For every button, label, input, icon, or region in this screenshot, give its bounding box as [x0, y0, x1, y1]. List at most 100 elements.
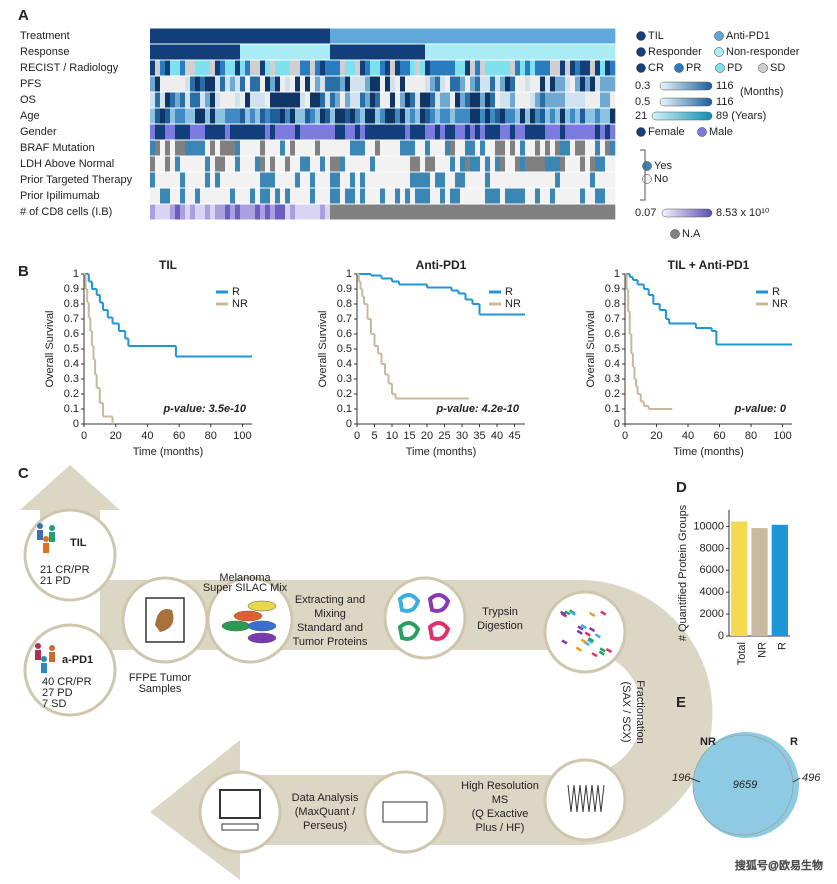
x-tick-label: 0: [81, 430, 87, 442]
heatmap-cell: [190, 60, 196, 76]
heatmap-cell: [530, 188, 536, 204]
heatmap-cell: [200, 124, 206, 140]
heatmap-cell: [515, 124, 521, 140]
heatmap-cell: [275, 60, 281, 76]
bar: [731, 521, 748, 636]
monitor: [219, 789, 261, 819]
cohort-line: 21 PD: [40, 575, 71, 587]
heatmap-cell: [255, 76, 261, 92]
heatmap-cell: [420, 44, 426, 60]
step-label: Digestion: [477, 620, 523, 632]
y-tick-label: 4000: [700, 586, 724, 598]
heatmap-cell: [280, 156, 286, 172]
heatmap-cell: [160, 76, 166, 92]
heatmap-cell: [350, 124, 356, 140]
heatmap-cell: [360, 76, 366, 92]
heatmap-cell: [600, 44, 606, 60]
heatmap-cell: [415, 28, 421, 44]
heatmap-cell: [510, 172, 516, 188]
heatmap-cell: [515, 172, 521, 188]
peptide: [599, 647, 606, 653]
heatmap-cell: [370, 188, 376, 204]
heatmap-cell: [375, 188, 381, 204]
heatmap-cell: [460, 156, 466, 172]
y-tick-label: 0: [346, 418, 352, 430]
heatmap-cell: [500, 204, 506, 220]
heatmap-cell: [365, 44, 371, 60]
heatmap-cell: [585, 204, 591, 220]
heatmap-cell: [595, 188, 601, 204]
heatmap-cell: [545, 140, 551, 156]
heatmap-cell: [610, 60, 616, 76]
heatmap-cell: [375, 92, 381, 108]
heatmap-cell: [345, 188, 351, 204]
heatmap-cell: [205, 76, 211, 92]
heatmap-cell: [490, 44, 496, 60]
heatmap-cell: [375, 156, 381, 172]
venn-pointer: [792, 777, 801, 783]
heatmap-cell: [555, 28, 561, 44]
heatmap-cell: [420, 172, 426, 188]
heatmap-cell: [485, 44, 491, 60]
heatmap-cell: [550, 124, 556, 140]
heatmap-cell: [175, 188, 181, 204]
heatmap-cell: [155, 140, 161, 156]
heatmap-cell: [390, 156, 396, 172]
step-label: Data Analysis: [292, 792, 359, 804]
annotation: p-value: 3.5e-10: [162, 403, 246, 415]
heatmap-cell: [585, 60, 591, 76]
heatmap-cell: [255, 92, 261, 108]
heatmap-cell: [230, 156, 236, 172]
heatmap-cell: [520, 172, 526, 188]
heatmap-cell: [240, 28, 246, 44]
heatmap-cell: [500, 28, 506, 44]
step-label: Mixing: [314, 608, 346, 620]
heatmap-cell: [535, 188, 541, 204]
heatmap-cell: [525, 28, 531, 44]
heatmap-cell: [435, 172, 441, 188]
heatmap-cell: [495, 204, 501, 220]
heatmap-cell: [330, 108, 336, 124]
heatmap-cell: [445, 108, 451, 124]
heatmap-cell: [195, 60, 201, 76]
heatmap-cell: [425, 92, 431, 108]
heatmap-cell: [245, 28, 251, 44]
heatmap-cell: [155, 172, 161, 188]
step-circle: [543, 590, 627, 674]
heatmap-cell: [475, 172, 481, 188]
heatmap-cell: [425, 188, 431, 204]
legend-label: NR: [232, 298, 248, 310]
heatmap-cell: [270, 204, 276, 220]
heatmap-cell: [575, 44, 581, 60]
heatmap-cell: [565, 172, 571, 188]
legend-label: Non-responder: [726, 46, 800, 58]
heatmap-cell: [190, 188, 196, 204]
heatmap-cell: [465, 28, 471, 44]
heatmap-cell: [530, 172, 536, 188]
person-head: [35, 643, 41, 649]
heatmap-cell: [215, 44, 221, 60]
heatmap-cell: [540, 60, 546, 76]
heatmap-cell: [185, 76, 191, 92]
range-max: 116: [716, 96, 734, 108]
x-tick-label: 30: [456, 430, 468, 442]
heatmap-cell: [360, 92, 366, 108]
heatmap-cell: [440, 172, 446, 188]
heatmap-cell: [315, 60, 321, 76]
heatmap-cell: [490, 140, 496, 156]
heatmap-cell: [155, 44, 161, 60]
heatmap-cell: [440, 124, 446, 140]
heatmap-cell: [270, 124, 276, 140]
heatmap-cell: [525, 140, 531, 156]
heatmap-cell: [460, 188, 466, 204]
heatmap-cell: [320, 108, 326, 124]
heatmap-cell: [580, 156, 586, 172]
heatmap-cell: [605, 188, 611, 204]
heatmap-cell: [515, 140, 521, 156]
heatmap-cell: [300, 188, 306, 204]
heatmap-cell: [295, 28, 301, 44]
heatmap-cell: [210, 172, 216, 188]
heatmap-cell: [490, 76, 496, 92]
y-tick-label: 2000: [700, 608, 724, 620]
